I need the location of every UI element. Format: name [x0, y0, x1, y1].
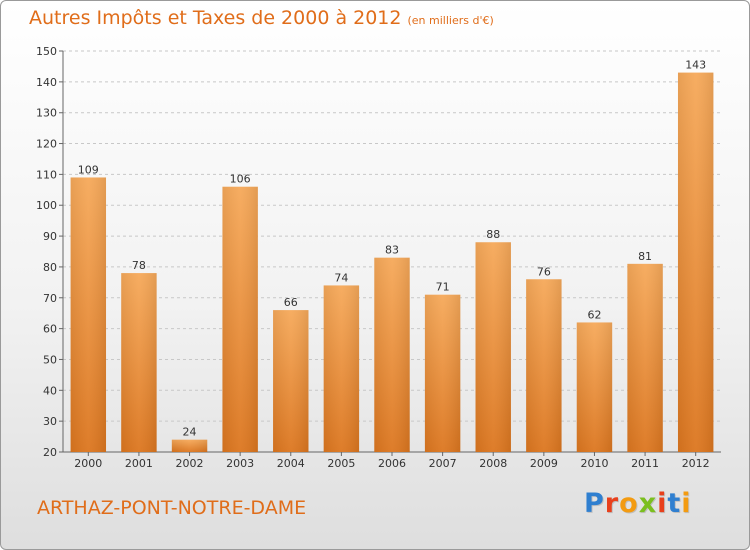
y-tick-label: 60: [43, 323, 57, 336]
logo-letter: x: [638, 488, 658, 519]
bar-shade: [627, 263, 663, 452]
bar-shade: [323, 285, 360, 452]
labels: 109 2000 78 2001 24 2002 106 2003 66 2004 74 2005 83…: [74, 59, 709, 470]
logo-letter: o: [619, 488, 639, 519]
x-tick-label: 2007: [429, 457, 457, 470]
data-label: 109: [78, 163, 99, 176]
x-tick-label: 2009: [530, 457, 558, 470]
bar-shade: [374, 257, 410, 452]
y-tick-label: 80: [43, 261, 57, 274]
logo-letter: t: [667, 488, 682, 519]
y-tick-label: 150: [36, 45, 57, 58]
data-label: 74: [334, 271, 348, 284]
data-label: 106: [230, 173, 251, 186]
bars: [70, 72, 714, 452]
x-tick-label: 2010: [580, 457, 608, 470]
x-tick-label: 2005: [327, 457, 355, 470]
x-tick-label: 2003: [226, 457, 254, 470]
y-tick-label: 50: [43, 353, 57, 366]
x-tick-label: 2011: [631, 457, 659, 470]
bar-shade: [677, 72, 714, 452]
proxiti-logo: Proxiti: [584, 488, 692, 524]
y-tick-label: 110: [36, 168, 57, 181]
y-tick-label: 140: [36, 76, 57, 89]
bar-shade: [171, 439, 208, 452]
y-tick-label: 90: [43, 230, 57, 243]
logo-letter: i: [657, 488, 668, 519]
data-label: 71: [436, 281, 450, 294]
y-tick-label: 40: [43, 384, 57, 397]
x-tick-label: 2001: [125, 457, 153, 470]
data-label: 78: [132, 259, 146, 272]
bar-shade: [475, 242, 511, 452]
chart-title-unit: (en milliers d'€): [407, 14, 494, 27]
logo-letter: i: [681, 488, 692, 519]
x-tick-label: 2006: [378, 457, 406, 470]
y-tick-label: 30: [43, 415, 57, 428]
y-tick-label: 70: [43, 292, 57, 305]
bar-shade: [70, 177, 107, 452]
x-tick-label: 2000: [74, 457, 102, 470]
x-tick-label: 2002: [176, 457, 204, 470]
data-label: 24: [183, 426, 197, 439]
logo-letter: P: [584, 488, 605, 519]
bar-shade: [121, 273, 157, 452]
bar-shade: [576, 322, 613, 452]
bar-shade: [222, 186, 258, 452]
y-tick-label: 100: [36, 199, 57, 212]
y-tick-label: 20: [43, 446, 57, 459]
logo-letter: r: [604, 488, 620, 519]
x-tick-label: 2012: [682, 457, 710, 470]
bar-shade: [273, 310, 309, 452]
data-label: 66: [284, 296, 298, 309]
data-label: 76: [537, 265, 551, 278]
y-tick-label: 130: [36, 107, 57, 120]
x-tick-label: 2004: [277, 457, 305, 470]
chart-title: Autres Impôts et Taxes de 2000 à 2012 (en…: [29, 7, 494, 29]
bar-shade: [526, 279, 562, 452]
data-label: 62: [587, 308, 601, 321]
bar-shade: [424, 294, 461, 452]
data-label: 88: [486, 228, 500, 241]
data-label: 83: [385, 244, 399, 257]
commune-name: ARTHAZ-PONT-NOTRE-DAME: [37, 497, 307, 519]
data-label: 143: [685, 59, 706, 72]
x-tick-label: 2008: [479, 457, 507, 470]
y-tick-label: 120: [36, 138, 57, 151]
chart-title-main: Autres Impôts et Taxes de 2000 à 2012: [29, 7, 402, 29]
data-label: 81: [638, 250, 652, 263]
